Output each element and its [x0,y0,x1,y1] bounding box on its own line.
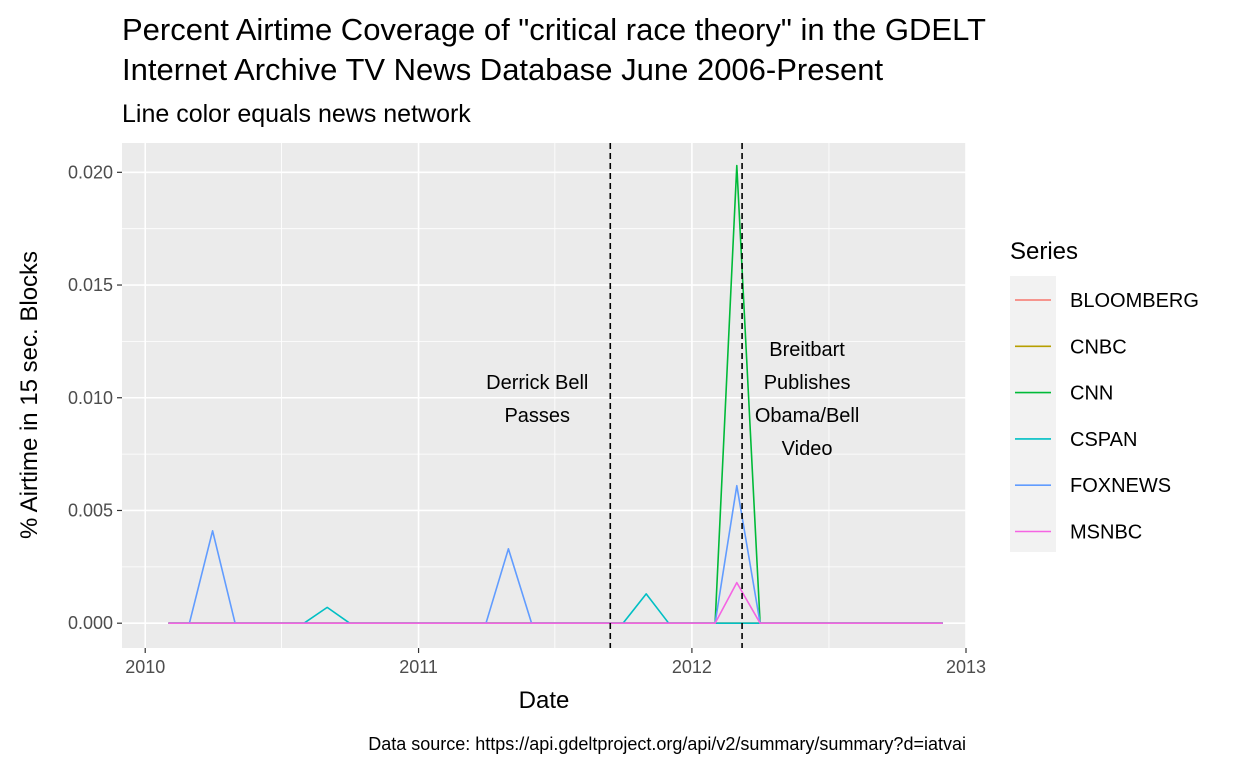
annotation-labels: Derrick Bell Passes Breitbart Publishes Obam… [486,339,859,460]
x-tick-label: 2011 [399,657,438,677]
legend-key-background [1010,276,1056,552]
x-tick-label: 2012 [672,657,712,677]
x-tick-label: 2010 [125,657,165,677]
grid-minor [122,143,966,648]
x-axis: 2010 2011 2012 2013 [125,648,986,677]
x-tick-label: 2013 [946,657,986,677]
annotation-label: Video [782,438,833,460]
annotation-label: Publishes [764,372,851,394]
y-axis: 0.000 0.005 0.010 0.015 0.020 [68,162,122,633]
annotation-label: Derrick Bell [486,372,588,394]
grid-major [122,143,967,648]
chart-title-line-1: Percent Airtime Coverage of "critical ra… [122,12,986,47]
annotation-lines [609,143,743,648]
y-tick-label: 0.015 [68,275,113,295]
legend-label: MSNBC [1070,522,1142,544]
legend-label: FOXNEWS [1070,475,1171,497]
legend-label: CNBC [1070,336,1127,358]
y-axis-title: % Airtime in 15 sec. Blocks [16,251,43,539]
series-line-msnbc [168,581,943,625]
series-lines [168,164,943,625]
legend-label: CNN [1070,383,1113,405]
data-source-caption: Data source: https://api.gdeltproject.or… [368,734,966,754]
annotation-label: Passes [504,405,570,427]
y-tick-label: 0.010 [68,388,113,408]
legend-label: BLOOMBERG [1070,290,1199,312]
legend-title: Series [1010,238,1078,265]
legend-label: CSPAN [1070,429,1137,451]
chart-title-line-2: Internet Archive TV News Database June 2… [122,52,883,87]
y-tick-label: 0.000 [68,613,113,633]
legend: BLOOMBERG CNBC CNN CSPAN FOXNEWS MSNBC [1015,290,1199,544]
annotation-label: Obama/Bell [755,405,860,427]
x-axis-title: Date [519,687,570,714]
chart-subtitle: Line color equals news network [122,100,471,128]
annotation-label: Breitbart [769,339,845,361]
y-tick-label: 0.005 [68,500,113,520]
y-tick-label: 0.020 [68,162,113,182]
plot-panel [122,143,966,648]
